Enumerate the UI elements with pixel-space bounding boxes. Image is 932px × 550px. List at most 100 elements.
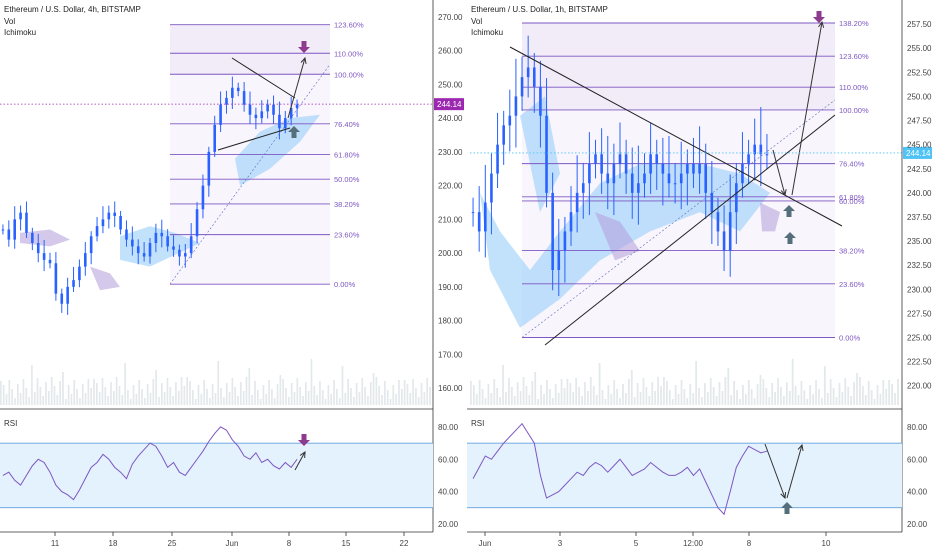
volume-bar — [853, 382, 855, 405]
volume-bar — [48, 391, 50, 405]
volume-bar — [166, 378, 169, 405]
down-arrow-icon — [298, 41, 310, 53]
volume-bar — [381, 395, 383, 405]
current-price-tag — [434, 98, 464, 111]
candle-body — [131, 239, 134, 247]
price-axis-label: 250.00 — [438, 80, 463, 89]
volume-bar — [747, 380, 750, 405]
volume-bar — [897, 379, 899, 405]
fib-level-label: 76.40% — [334, 120, 360, 129]
volume-bar — [429, 387, 431, 405]
candle-body — [248, 104, 252, 115]
volume-bar — [62, 372, 64, 405]
volume-bar — [665, 381, 668, 405]
volume-bar — [172, 396, 174, 405]
fib-level-label: 76.40% — [839, 160, 865, 169]
volume-bar — [426, 378, 429, 405]
volume-bar — [237, 396, 239, 405]
down-arrow-icon — [298, 434, 310, 446]
volume-bar — [307, 391, 310, 405]
volume-bar — [273, 398, 276, 405]
volume-bar — [587, 391, 589, 405]
projection-arrow-head — [300, 56, 307, 64]
candle-body — [477, 212, 481, 232]
volume-bar — [563, 388, 566, 405]
candle-body — [36, 243, 40, 254]
candle-body — [189, 236, 193, 254]
candle-body — [545, 115, 548, 193]
candle-body — [606, 173, 610, 184]
fib-level-label: 123.60% — [839, 52, 869, 61]
volume-bar — [400, 389, 403, 405]
candle-body — [532, 67, 536, 87]
volume-bar — [812, 394, 814, 405]
candle-body — [520, 77, 524, 97]
candle-body — [236, 87, 240, 92]
volume-bar — [124, 363, 126, 405]
volume-bar — [28, 397, 30, 405]
volume-bar — [144, 398, 146, 405]
volume-bar — [293, 392, 296, 405]
indicator-label: Ichimoku — [4, 28, 36, 37]
volume-bar — [192, 390, 194, 405]
candle-body — [119, 216, 122, 230]
candle-body — [154, 232, 158, 243]
candle-body — [60, 293, 64, 304]
volume-bar — [470, 381, 472, 405]
candle-body — [48, 259, 52, 264]
volume-bar — [648, 396, 651, 405]
volume-bar — [589, 377, 592, 405]
price-axis-label: 230.00 — [438, 148, 463, 157]
candle-body — [471, 212, 475, 214]
candle-body — [231, 87, 234, 98]
volume-bar — [513, 396, 516, 405]
rsi-axis-label: 40.00 — [907, 488, 928, 497]
volume-bar — [894, 393, 896, 405]
volume-bar — [856, 373, 858, 405]
volume-bar — [736, 390, 738, 405]
rsi-band — [0, 443, 433, 508]
trend-line — [217, 127, 291, 151]
candle-body — [260, 111, 264, 119]
candle-body — [759, 144, 763, 155]
price-axis-label: 237.50 — [907, 213, 932, 222]
volume-bar — [759, 375, 762, 405]
current-price-value: 244.14 — [906, 149, 931, 158]
candle-body — [655, 154, 659, 164]
volume-bar — [107, 396, 109, 405]
volume-bar — [636, 383, 639, 405]
volume-bar — [493, 379, 496, 405]
price-axis-label: 210.00 — [438, 215, 463, 224]
volume-bar — [876, 385, 879, 405]
price-axis-label: 240.00 — [907, 189, 932, 198]
rsi-projection-arrow — [294, 451, 306, 471]
price-axis-label: 200.00 — [438, 249, 463, 258]
up-arrow-icon — [288, 126, 300, 138]
volume-bar — [369, 382, 372, 405]
rsi-axis-label: 40.00 — [438, 488, 459, 497]
candle-body — [242, 91, 246, 105]
volume-bar — [651, 382, 654, 405]
price-axis-label: 222.50 — [907, 358, 932, 367]
volume-bar — [135, 394, 138, 405]
volume-bar — [797, 395, 800, 405]
rsi-axis-label: 60.00 — [438, 455, 459, 464]
volume-bar — [200, 394, 203, 405]
volume-bar — [756, 384, 759, 405]
volume-bar — [534, 372, 537, 405]
volume-bar — [155, 370, 157, 405]
volume-bar — [251, 395, 253, 405]
candle-body — [201, 185, 205, 210]
candle-body — [89, 236, 93, 254]
candle-body — [496, 144, 499, 174]
volume-bar — [844, 378, 847, 405]
candle-body — [594, 154, 597, 164]
candle-body — [581, 183, 585, 193]
candle-body — [272, 104, 275, 115]
projection-arrow — [791, 21, 823, 196]
fib-level-label: 38.20% — [334, 200, 360, 209]
volume-bar — [299, 387, 301, 405]
volume-bar — [472, 385, 475, 405]
volume-bar — [406, 384, 409, 405]
volume-bar — [228, 392, 231, 405]
